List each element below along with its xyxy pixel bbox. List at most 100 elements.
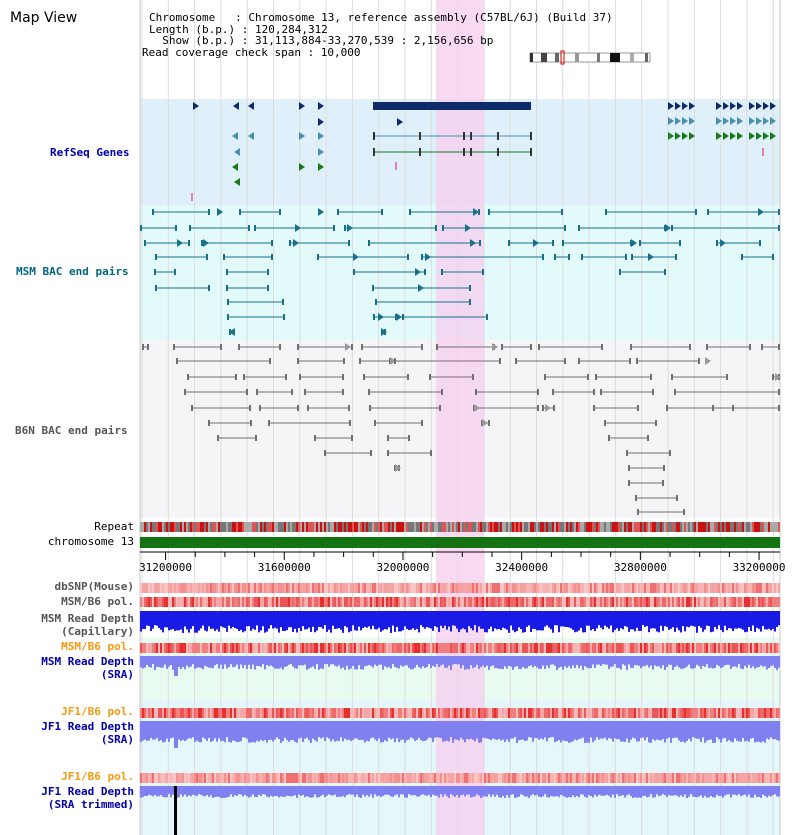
depth-bin [426,656,428,668]
heat-bin [376,597,378,607]
depth-bin [422,721,424,742]
heat-bin [662,597,664,607]
depth-bin [284,786,286,797]
track-label-dbsnp[interactable]: dbSNP(Mouse) [54,580,134,593]
depth-bin [222,786,224,798]
heat-bin [616,597,618,607]
track-label-jf1-b6-pol[interactable]: JF1/B6 pol. [61,705,134,718]
heat-bin [446,708,448,718]
heat-bin [770,597,772,607]
heat-bin [336,773,338,783]
depth-bin [272,611,274,629]
end-pair-marker [349,420,351,426]
depth-bin [140,656,142,668]
repeat-bin [636,522,638,532]
heat-bin [250,708,252,718]
end-pair-marker [267,285,269,291]
heat-bin [390,597,392,607]
repeat-bin [744,522,746,532]
heat-bin [622,597,624,607]
repeat-bin [568,522,570,532]
heat-bin [412,597,414,607]
heat-bin [164,583,166,593]
heat-bin [698,773,700,783]
depth-bin [402,656,404,667]
ideogram-band [555,53,559,62]
track-label-msm-depth-capillary[interactable]: MSM Read Depth [41,612,134,625]
track-label-msm-bac[interactable]: MSM BAC end pairs [16,265,129,278]
track-label-chromosome[interactable]: chromosome 13 [47,535,134,548]
depth-bin [588,786,590,796]
gene-arrow [232,163,238,171]
end-pair-marker [297,405,299,411]
repeat-bin [370,522,372,532]
heat-bin [644,643,646,653]
track-label-refseq[interactable]: RefSeq Genes [50,146,130,159]
track-label-b6n-bac[interactable]: B6N BAC end pairs [15,424,128,437]
repeat-bin [196,522,198,532]
heat-bin [650,773,652,783]
heat-bin [178,643,180,653]
heat-bin [218,597,220,607]
track-label-msm-b6-pol-2[interactable]: MSM/B6 pol. [61,640,134,653]
depth-bin [460,786,462,796]
heat-bin [354,583,356,593]
heat-bin [522,583,524,593]
heat-bin [760,643,762,653]
depth-bin [288,656,290,665]
repeat-bin [592,522,594,532]
depth-bin [386,611,388,630]
track-label-jf1-b6-pol-2[interactable]: JF1/B6 pol. [61,770,134,783]
depth-bin [592,721,594,743]
end-pair-marker [189,225,191,231]
heat-bin [370,773,372,783]
heat-bin [298,597,300,607]
heat-bin [184,583,186,593]
end-pair-marker [778,225,780,231]
depth-bin [350,611,352,632]
repeat-bin [376,522,378,532]
heat-bin [554,773,556,783]
heat-bin [414,643,416,653]
depth-bin [596,721,598,738]
depth-bin [714,656,716,669]
heat-bin [696,583,698,593]
track-label-jf1-depth-sra[interactable]: JF1 Read Depth [41,720,134,733]
heat-bin [254,597,256,607]
depth-bin [576,721,578,741]
depth-bin [588,611,590,626]
depth-bin [270,786,272,796]
heat-bin [778,773,780,783]
heat-bin [250,597,252,607]
depth-bin [222,656,224,670]
heat-bin [286,773,288,783]
heat-bin [164,773,166,783]
depth-bin [536,611,538,631]
depth-bin [768,721,770,740]
track-label-jf1-depth-trimmed[interactable]: JF1 Read Depth [41,785,134,798]
gene-arrow [756,102,762,110]
depth-bin [500,656,502,669]
heat-bin [586,597,588,607]
heat-bin [680,643,682,653]
depth-bin [696,786,698,798]
depth-bin [624,721,626,742]
heat-bin [758,597,760,607]
depth-bin [248,611,250,627]
track-label-repeat[interactable]: Repeat [94,520,134,533]
heat-bin [770,773,772,783]
repeat-bin [682,522,684,532]
repeat-bin [686,522,688,532]
heat-bin [356,597,358,607]
gene-arrow [730,102,736,110]
depth-bin [676,656,678,666]
heat-bin [546,643,548,653]
heat-bin [338,583,340,593]
track-label-msm-depth-sra[interactable]: MSM Read Depth [41,655,134,668]
heat-bin [658,597,660,607]
depth-bin [232,721,234,741]
track-label-msm-b6-pol[interactable]: MSM/B6 pol. [61,595,134,608]
depth-bin [606,721,608,741]
depth-bin [178,611,180,631]
